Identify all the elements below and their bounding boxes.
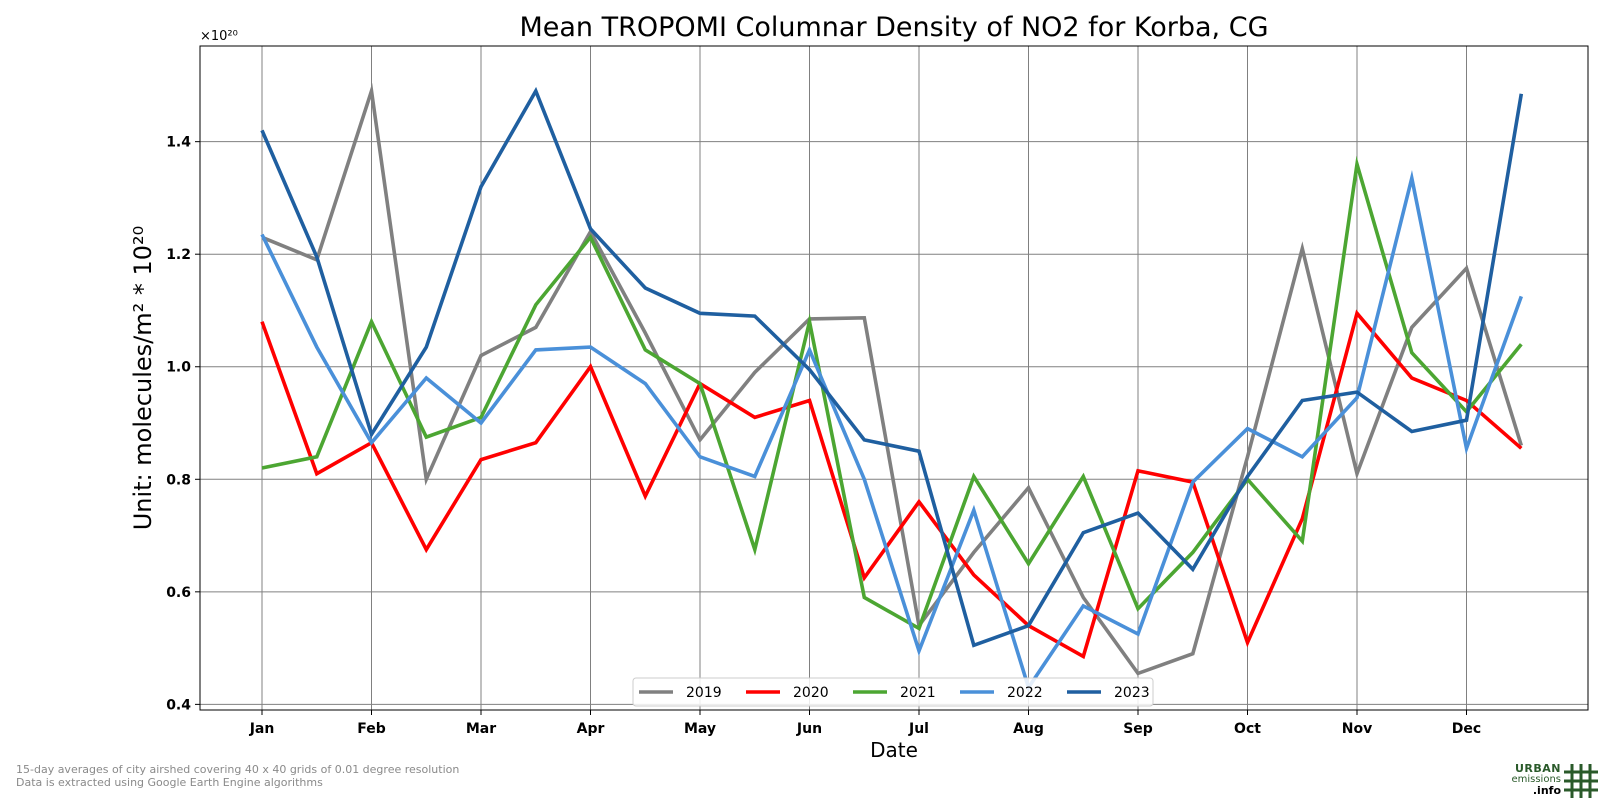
y-tick-label: 1.2 xyxy=(166,247,191,263)
series-line-2019 xyxy=(261,83,1524,676)
x-tick-label: Oct xyxy=(1234,721,1261,737)
x-axis-ticks: Jan Feb Mar Apr May Jun Jul Aug Sep Oct Nov Dec xyxy=(249,710,1481,737)
x-axis-label: Date xyxy=(870,738,918,760)
x-tick-label: Mar xyxy=(466,721,496,737)
y-tick-label: 0.4 xyxy=(166,697,191,713)
y-axis-exponent: ×10²⁰ xyxy=(200,29,238,44)
legend-item-2022: 2022 xyxy=(960,685,1043,701)
series-line-2023 xyxy=(260,86,1524,648)
series-lines xyxy=(260,83,1524,692)
logo-line-3: .info xyxy=(1532,784,1561,797)
y-axis-label: Unit: molecules/m² * 10²⁰ xyxy=(129,226,157,531)
y-axis-ticks: 0.4 0.6 0.8 1.0 1.2 1.4 xyxy=(166,135,200,713)
legend-label: 2021 xyxy=(900,685,936,701)
series-line-2020 xyxy=(260,309,1523,660)
urban-emissions-logo: URBAN emissions .info xyxy=(1503,763,1599,799)
logo-line-1: URBAN xyxy=(1514,762,1561,775)
footnote: 15-day averages of city airshed covering… xyxy=(16,763,459,789)
legend-item-2020: 2020 xyxy=(746,685,829,701)
plot-area-frame xyxy=(199,45,1589,711)
legend-item-2021: 2021 xyxy=(853,685,936,701)
legend-label: 2020 xyxy=(793,685,829,701)
y-tick-label: 0.6 xyxy=(166,585,191,601)
y-tick-label: 1.4 xyxy=(166,135,191,151)
logo-text: URBAN emissions .info xyxy=(1511,763,1561,796)
x-tick-label: Apr xyxy=(577,721,605,737)
logo-grid-icon xyxy=(1564,764,1598,798)
series-line-2022 xyxy=(260,170,1523,692)
y-tick-label: 1.0 xyxy=(166,360,191,376)
x-tick-label: May xyxy=(684,721,716,737)
legend-item-2019: 2019 xyxy=(639,685,722,701)
series-line-2021 xyxy=(261,155,1523,632)
line-chart: Mean TROPOMI Columnar Density of NO2 for… xyxy=(129,12,1589,760)
legend-label: 2019 xyxy=(686,685,722,701)
chart-title: Mean TROPOMI Columnar Density of NO2 for… xyxy=(519,12,1268,43)
legend: 2019 2020 2021 2022 2023 xyxy=(632,677,1154,707)
footnote-line-2: Data is extracted using Google Earth Eng… xyxy=(16,776,323,789)
x-tick-label: Jan xyxy=(249,721,275,737)
logo-line-2: emissions xyxy=(1511,774,1561,785)
x-tick-label: Aug xyxy=(1013,721,1044,737)
x-tick-label: Jul xyxy=(908,721,929,737)
legend-item-2023: 2023 xyxy=(1067,685,1150,701)
legend-label: 2023 xyxy=(1114,685,1150,701)
x-tick-label: Feb xyxy=(357,721,386,737)
x-tick-label: Jun xyxy=(796,721,822,737)
x-tick-label: Nov xyxy=(1342,721,1372,737)
footnote-line-1: 15-day averages of city airshed covering… xyxy=(16,763,460,776)
y-tick-label: 0.8 xyxy=(166,472,191,488)
grid-lines xyxy=(200,46,1588,710)
legend-label: 2022 xyxy=(1007,685,1043,701)
x-tick-label: Sep xyxy=(1123,721,1153,737)
legend-box xyxy=(632,677,1154,707)
x-tick-label: Dec xyxy=(1452,721,1481,737)
